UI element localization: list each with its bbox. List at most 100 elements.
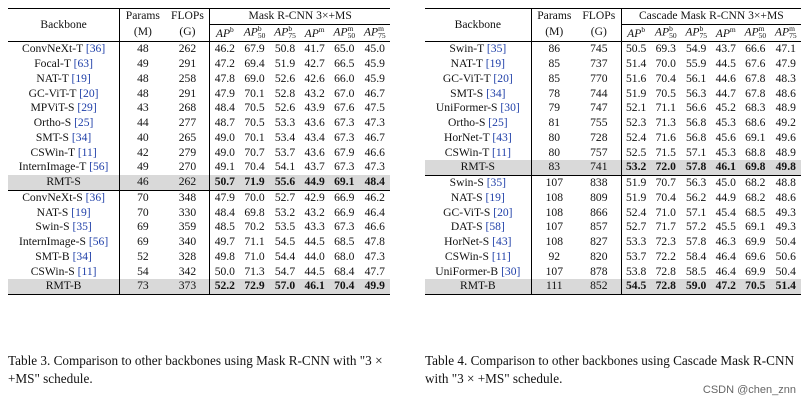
params-unit: (M) [119, 24, 166, 43]
cell-value: 67.8 [745, 71, 766, 85]
citation-link[interactable]: [11] [77, 145, 97, 159]
table4-grid: Backbone Params FLOPs Cascade Mask R-CNN 3×… [425, 7, 801, 296]
cell-value: 58.5 [686, 264, 707, 278]
citation-link[interactable]: [35] [486, 176, 507, 190]
cell-value: 49.2 [775, 116, 796, 130]
citation-link[interactable]: [36] [85, 42, 106, 56]
citation-link[interactable]: [11] [77, 264, 97, 278]
cell-value: 56.8 [686, 130, 707, 144]
cell-value: 70.4 [655, 190, 676, 204]
cell-value: 71.3 [655, 116, 676, 130]
cell-value: 85 [548, 71, 561, 85]
cell-value: 55.9 [686, 57, 707, 71]
citation-link[interactable]: [29] [77, 101, 97, 115]
citation-link[interactable]: [56] [89, 160, 109, 174]
backbone-name: SMT-S [34] [8, 130, 121, 146]
cell-value: 53.7 [625, 249, 647, 263]
citation-link[interactable]: [35] [72, 220, 92, 234]
citation-link[interactable]: [34] [486, 86, 506, 100]
cell-value: 50.4 [775, 235, 796, 249]
cell-value: 44.5 [304, 235, 325, 249]
cell-value: 52.7 [625, 220, 647, 234]
citation-link[interactable]: [19] [485, 190, 505, 204]
cell-value: 43.4 [304, 130, 325, 144]
backbone-name: InternImage-T [56] [8, 160, 121, 176]
citation-link[interactable]: [35] [486, 42, 507, 56]
citation-link[interactable]: [20] [79, 86, 99, 100]
cell-value: 48.7 [214, 116, 235, 130]
table-3-caption: Table 3. Comparison to other backbones u… [8, 353, 383, 386]
cell-value: 83 [531, 160, 577, 176]
cell-value: 68.8 [745, 145, 766, 159]
cell-value: 70.7 [650, 175, 681, 191]
cell-value: 85 [548, 57, 561, 71]
cell-value: 50.4 [775, 264, 796, 278]
citation-link[interactable]: [19] [71, 205, 91, 219]
cell-value: 47.1 [775, 42, 796, 56]
cell-value: 47.9 [209, 189, 240, 206]
cell-value: 52.2 [209, 279, 240, 296]
citation-link[interactable]: [11] [492, 145, 511, 159]
citation-link[interactable]: [34] [72, 249, 92, 263]
cell-value: 72.9 [239, 279, 270, 296]
citation-link[interactable]: [11] [491, 249, 511, 263]
cell-value: 52.7 [269, 189, 301, 206]
table-row: HorNet-S [43] 108 827 53.3 72.3 57.8 46.3 69.9 5… [425, 235, 801, 250]
citation-link[interactable]: [19] [71, 71, 91, 85]
citation-link[interactable]: [25] [488, 116, 508, 130]
backbone-name: GC-ViT-S [20] [425, 205, 532, 221]
cell-value: 46 [119, 175, 166, 191]
cell-value: 46.3 [715, 235, 736, 249]
citation-link[interactable]: [34] [71, 130, 92, 144]
cell-value: 52.1 [625, 101, 647, 115]
group-header: Mask R-CNN 3×+MS [209, 8, 390, 25]
citation-link[interactable]: [25] [74, 116, 94, 130]
cell-value: 47.3 [364, 116, 385, 130]
cell-value: 108 [545, 190, 563, 204]
cell-value: 57.8 [680, 160, 712, 176]
cell-value: 68.5 [334, 235, 355, 249]
highlight-row: RMT-S 83 741 53.2 72.0 57.8 46.1 69.8 49.8 [425, 160, 801, 176]
citation-link[interactable]: [43] [492, 130, 512, 144]
citation-link[interactable]: [58] [485, 220, 505, 234]
cell-value: 44.9 [715, 190, 736, 204]
cell-value: 49.3 [775, 205, 796, 219]
cell-value: 65.0 [334, 42, 355, 56]
metric-header: APb [621, 24, 651, 43]
backbone-name: InternImage-S [56] [8, 235, 121, 250]
cell-value: 48.9 [775, 145, 796, 159]
cell-value: 47.3 [364, 160, 385, 174]
cell-value: 70.1 [244, 86, 265, 100]
citation-link[interactable]: [36] [85, 190, 105, 204]
citation-link[interactable]: [63] [73, 57, 93, 71]
metric-header: AP b 75 [680, 24, 712, 43]
citation-link[interactable]: [56] [88, 235, 109, 249]
cell-value: 46.4 [715, 264, 736, 278]
cell-value: 107 [545, 220, 563, 234]
backbone-name: NAT-T [19] [425, 57, 532, 72]
citation-link[interactable]: [30] [500, 101, 520, 115]
cell-value: 52.6 [274, 71, 296, 85]
cell-value: 48.5 [214, 220, 235, 234]
citation-link[interactable]: [30] [501, 264, 521, 278]
cell-value: 57.2 [686, 220, 707, 234]
cell-value: 47.7 [364, 264, 385, 278]
cell-value: 69 [137, 220, 149, 234]
cell-value: 51.9 [621, 175, 651, 191]
cell-value: 66.0 [334, 71, 355, 85]
cell-value: 41.7 [304, 42, 325, 56]
table-row: SMT-S [34] 78 744 51.9 70.5 56.3 44.7 67.8 48.6 [425, 86, 801, 102]
cell-value: 44.6 [715, 71, 736, 85]
cell-value: 69.9 [745, 235, 766, 249]
cell-value: 70.4 [329, 279, 360, 296]
cell-value: 54.5 [274, 235, 296, 249]
citation-link[interactable]: [43] [492, 235, 512, 249]
citation-link[interactable]: [19] [485, 57, 506, 71]
cell-value: 53.4 [274, 130, 296, 144]
citation-link[interactable]: [20] [493, 205, 513, 219]
cell-value: 67.3 [334, 220, 355, 234]
cell-value: 46.4 [715, 249, 736, 263]
citation-link[interactable]: [20] [493, 71, 513, 85]
cell-value: 71.9 [239, 175, 270, 191]
cell-value: 49.6 [775, 130, 796, 144]
